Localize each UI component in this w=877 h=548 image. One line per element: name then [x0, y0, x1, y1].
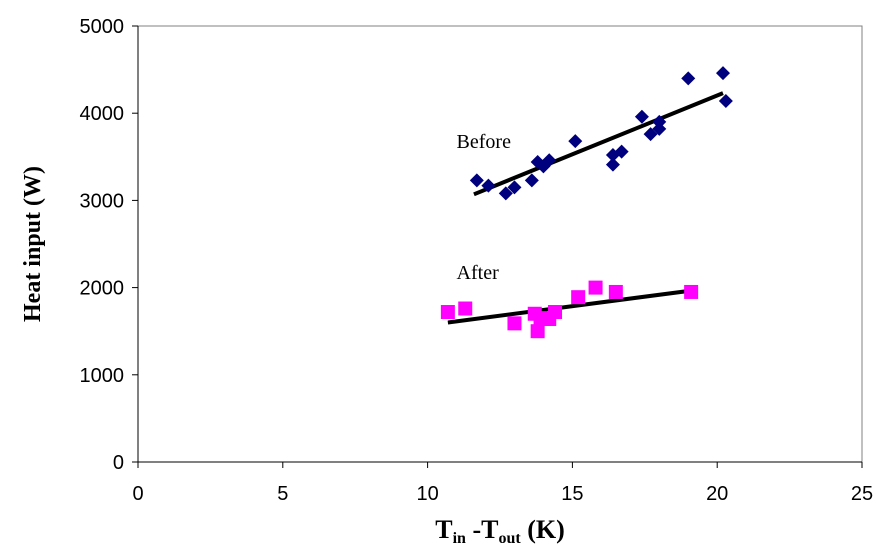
trendlines: [447, 91, 724, 325]
data-point-after: [458, 301, 473, 316]
x-tick-label: 10: [416, 483, 438, 505]
data-point-after: [548, 305, 563, 320]
y-tick-label: 4000: [80, 103, 125, 125]
annotations: Before After: [457, 131, 512, 284]
data-point-after: [507, 316, 522, 331]
x-tick-label: 15: [561, 483, 583, 505]
data-point-before: [605, 157, 620, 172]
data-point-before: [498, 186, 513, 201]
x-axis-title-main: T: [435, 515, 452, 544]
annotation-after: After: [457, 262, 500, 284]
annotation-before: Before: [457, 131, 512, 153]
data-point-before: [507, 180, 522, 195]
y-tick-label: 3000: [80, 190, 125, 212]
x-tick-label: 25: [851, 483, 873, 505]
x-axis-title-sub1: in: [453, 530, 466, 547]
data-point-before: [715, 66, 730, 81]
data-point-before: [718, 93, 733, 108]
data-point-before: [634, 109, 649, 124]
data-point-before: [542, 153, 557, 168]
y-tick-label: 1000: [80, 365, 125, 387]
data-point-after: [571, 290, 586, 305]
x-tick-label: 20: [706, 483, 728, 505]
data-point-before: [614, 144, 629, 159]
x-tick-label: 5: [277, 483, 288, 505]
data-point-after: [530, 324, 545, 339]
y-axis-title: Heat input (W): [20, 166, 46, 322]
x-axis-title: Tin -Tout (K): [435, 515, 564, 547]
trendline-before: [473, 91, 724, 197]
data-points: [440, 66, 733, 339]
y-tick-label: 0: [113, 452, 124, 474]
data-point-before: [652, 121, 667, 136]
data-point-after: [684, 284, 699, 299]
tick-marks: [132, 25, 863, 468]
x-tick-label: 0: [132, 483, 143, 505]
y-tick-label: 2000: [80, 278, 125, 300]
data-point-before: [469, 173, 484, 188]
data-point-after: [588, 280, 603, 295]
x-axis-title-sub2: out: [498, 530, 521, 547]
data-point-before: [681, 71, 696, 86]
data-point-before: [524, 173, 539, 188]
tick-labels: 0 5 10 15 20 25 0 1000 2000 3000 4000 5000: [80, 16, 874, 505]
data-point-before: [481, 178, 496, 193]
data-point-after: [440, 305, 455, 320]
trendline-after: [447, 288, 695, 325]
y-tick-label: 5000: [80, 16, 125, 38]
data-point-after: [608, 284, 623, 299]
data-point-before: [568, 134, 583, 149]
plot-area-border: [137, 25, 863, 463]
x-axis-title-mid: -T: [466, 515, 499, 544]
x-axis-title-tail: (K): [521, 515, 565, 544]
